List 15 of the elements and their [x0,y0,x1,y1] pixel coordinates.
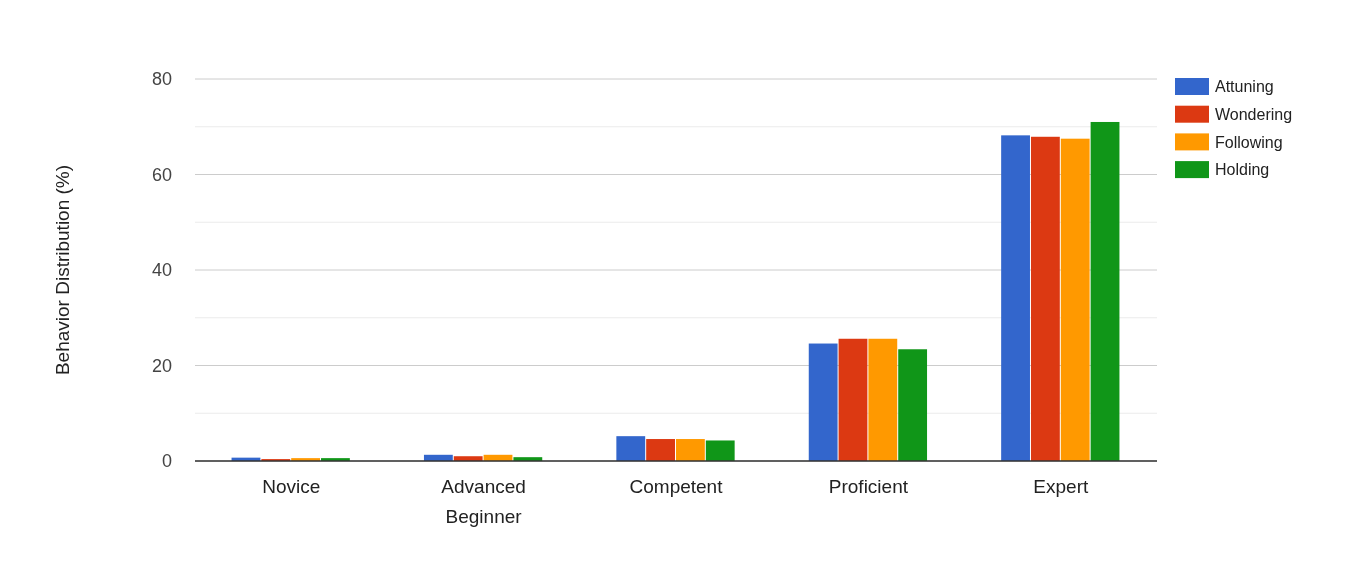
legend-label: Following [1215,133,1283,151]
legend-label: Wondering [1215,105,1293,123]
legend-label: Holding [1215,161,1270,179]
y-tick-label: 60 [151,164,172,185]
legend-label: Attuning [1215,78,1274,96]
x-tick-label: Expert [1033,476,1089,497]
x-tick-label: Competent [629,476,724,497]
y-tick-label: 80 [151,69,172,90]
y-tick-label: 20 [151,355,172,376]
x-tick-label: Advanced Beginner [441,476,526,527]
x-tick-label: Proficient [828,476,909,497]
y-tick-label: 0 [161,451,172,472]
x-tick-label: Novice [262,476,321,497]
y-axis-title: Behavior Distribution (%) [52,164,73,376]
y-tick-label: 40 [151,260,172,281]
